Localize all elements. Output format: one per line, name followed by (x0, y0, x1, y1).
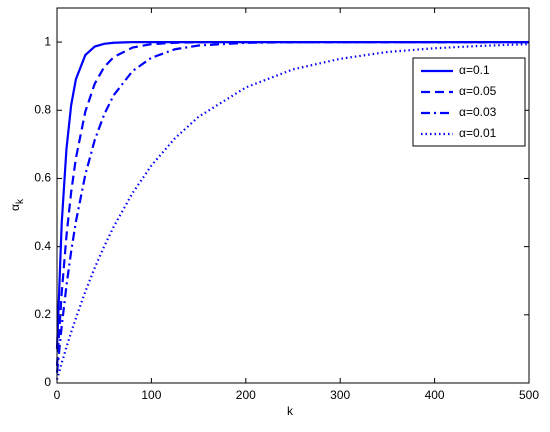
y-tick-label: 0.8 (34, 102, 51, 116)
series-line (55, 40, 529, 349)
legend-label: α=0.01 (459, 126, 497, 140)
y-axis-label-sub: k (15, 198, 26, 204)
y-tick-label: 0.4 (34, 239, 51, 253)
legend-box (412, 57, 526, 147)
x-tick-label: 100 (141, 388, 161, 402)
x-tick-label: 400 (425, 388, 445, 402)
x-tick-label: 0 (54, 388, 61, 402)
legend-label: α=0.05 (459, 84, 497, 98)
y-axis-label: αk (8, 198, 25, 211)
y-tick-label: 0.6 (34, 171, 51, 185)
x-tick-label: 500 (519, 388, 539, 402)
x-tick-label: 200 (236, 388, 256, 402)
y-axis-label-main: α (8, 204, 22, 211)
plot-frame (56, 7, 530, 384)
y-tick-label: 1 (44, 34, 51, 48)
y-tick-label: 0.2 (34, 307, 51, 321)
legend-label: α=0.1 (459, 63, 490, 77)
x-axis-label: k (287, 404, 294, 418)
x-tick-label: 300 (330, 388, 350, 402)
legend-label: α=0.03 (459, 105, 497, 119)
series-line (55, 40, 529, 373)
y-tick-label: 0 (44, 375, 51, 389)
